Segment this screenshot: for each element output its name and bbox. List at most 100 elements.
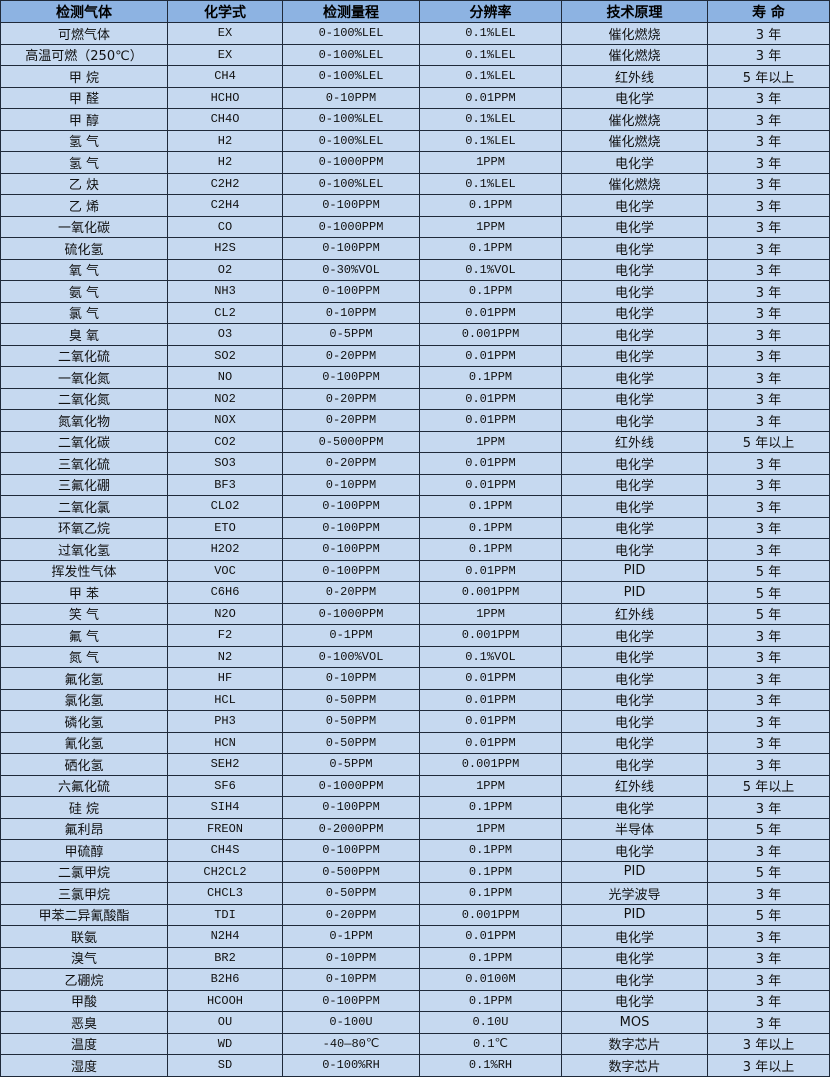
cell-lifespan: 3 年 [707, 667, 830, 690]
cell-range: 0-20PPM [282, 409, 420, 432]
cell-lifespan: 3 年 [707, 495, 830, 518]
cell-resolution: 0.1%LEL [419, 129, 562, 152]
cell-resolution: 1PPM [419, 215, 562, 238]
cell-resolution: 0.1%LEL [419, 108, 562, 131]
cell-range: 0-100%VOL [282, 645, 420, 668]
cell-resolution: 0.10U [419, 1011, 562, 1034]
cell-formula: SEH2 [167, 753, 283, 776]
cell-lifespan: 5 年 [707, 860, 830, 883]
cell-formula: SD [167, 1054, 283, 1077]
cell-lifespan: 3 年 [707, 344, 830, 367]
cell-resolution: 0.1%LEL [419, 65, 562, 88]
cell-formula: TDI [167, 903, 283, 926]
cell-formula: CH2CL2 [167, 860, 283, 883]
cell-lifespan: 3 年 [707, 43, 830, 66]
cell-resolution: 0.1%VOL [419, 258, 562, 281]
cell-range: 0-5000PPM [282, 430, 420, 453]
table-row: 甲苯二异氰酸酯 TDI 0-20PPM 0.001PPM PID 5 年 [0, 903, 830, 926]
table-row: 一氧化碳 CO 0-1000PPM 1PPM 电化学 3 年 [0, 215, 830, 238]
cell-range: 0-10PPM [282, 473, 420, 496]
cell-lifespan: 5 年 [707, 817, 830, 840]
cell-formula: O2 [167, 258, 283, 281]
cell-lifespan: 3 年 [707, 129, 830, 152]
cell-lifespan: 5 年以上 [707, 430, 830, 453]
cell-principle: 催化燃烧 [561, 172, 708, 195]
cell-gas: 挥发性气体 [0, 559, 168, 582]
cell-formula: C2H2 [167, 172, 283, 195]
cell-resolution: 0.01PPM [419, 387, 562, 410]
cell-resolution: 0.1PPM [419, 538, 562, 561]
cell-principle: 电化学 [561, 516, 708, 539]
cell-lifespan: 3 年 [707, 323, 830, 346]
cell-formula: SF6 [167, 774, 283, 797]
cell-range: 0-20PPM [282, 344, 420, 367]
cell-range: 0-100%LEL [282, 108, 420, 131]
cell-formula: NO2 [167, 387, 283, 410]
cell-principle: PID [561, 860, 708, 883]
cell-formula: CO [167, 215, 283, 238]
cell-range: -40—80℃ [282, 1032, 420, 1055]
cell-lifespan: 3 年以上 [707, 1032, 830, 1055]
cell-principle: 电化学 [561, 753, 708, 776]
cell-gas: 恶臭 [0, 1011, 168, 1034]
table-row: 氨 气 NH3 0-100PPM 0.1PPM 电化学 3 年 [0, 280, 830, 303]
cell-range: 0-100PPM [282, 989, 420, 1012]
cell-principle: 红外线 [561, 602, 708, 625]
cell-lifespan: 3 年 [707, 882, 830, 905]
cell-lifespan: 3 年 [707, 796, 830, 819]
cell-resolution: 0.1PPM [419, 280, 562, 303]
cell-range: 0-10PPM [282, 968, 420, 991]
cell-gas: 甲硫醇 [0, 839, 168, 862]
cell-lifespan: 5 年 [707, 602, 830, 625]
table-row: 乙 烯 C2H4 0-100PPM 0.1PPM 电化学 3 年 [0, 194, 830, 217]
cell-principle: 红外线 [561, 65, 708, 88]
cell-formula: HCL [167, 688, 283, 711]
table-row: 高温可燃（250℃） EX 0-100%LEL 0.1%LEL 催化燃烧 3 年 [0, 43, 830, 66]
table-row: 笑 气 N2O 0-1000PPM 1PPM 红外线 5 年 [0, 602, 830, 625]
cell-range: 0-100PPM [282, 516, 420, 539]
cell-lifespan: 3 年 [707, 688, 830, 711]
cell-formula: HCHO [167, 86, 283, 109]
cell-formula: EX [167, 22, 283, 45]
table-row: 温度 WD -40—80℃ 0.1℃ 数字芯片 3 年以上 [0, 1032, 830, 1055]
cell-formula: H2S [167, 237, 283, 260]
cell-lifespan: 3 年 [707, 925, 830, 948]
cell-lifespan: 3 年 [707, 452, 830, 475]
table-row: 三氟化硼 BF3 0-10PPM 0.01PPM 电化学 3 年 [0, 473, 830, 496]
cell-principle: 电化学 [561, 731, 708, 754]
cell-principle: 电化学 [561, 796, 708, 819]
cell-lifespan: 3 年 [707, 22, 830, 45]
cell-gas: 湿度 [0, 1054, 168, 1077]
cell-range: 0-10PPM [282, 667, 420, 690]
cell-principle: 电化学 [561, 258, 708, 281]
cell-lifespan: 3 年 [707, 753, 830, 776]
table-row: 氟利昂 FREON 0-2000PPM 1PPM 半导体 5 年 [0, 817, 830, 840]
cell-formula: FREON [167, 817, 283, 840]
cell-principle: 电化学 [561, 323, 708, 346]
cell-gas: 三氟化硼 [0, 473, 168, 496]
cell-range: 0-5PPM [282, 323, 420, 346]
cell-lifespan: 3 年 [707, 731, 830, 754]
cell-gas: 温度 [0, 1032, 168, 1055]
table-row: 氯 气 CL2 0-10PPM 0.01PPM 电化学 3 年 [0, 301, 830, 324]
cell-formula: BF3 [167, 473, 283, 496]
cell-gas: 甲酸 [0, 989, 168, 1012]
table-row: 甲 苯 C6H6 0-20PPM 0.001PPM PID 5 年 [0, 581, 830, 604]
cell-range: 0-1000PPM [282, 215, 420, 238]
cell-formula: ETO [167, 516, 283, 539]
cell-gas: 二氯甲烷 [0, 860, 168, 883]
table-row: 臭 氧 O3 0-5PPM 0.001PPM 电化学 3 年 [0, 323, 830, 346]
cell-principle: 红外线 [561, 430, 708, 453]
cell-lifespan: 3 年 [707, 194, 830, 217]
cell-formula: NO [167, 366, 283, 389]
cell-range: 0-100PPM [282, 538, 420, 561]
cell-resolution: 0.01PPM [419, 559, 562, 582]
cell-lifespan: 3 年 [707, 624, 830, 647]
table-row: 甲 烷 CH4 0-100%LEL 0.1%LEL 红外线 5 年以上 [0, 65, 830, 88]
cell-formula: SO3 [167, 452, 283, 475]
cell-range: 0-100%RH [282, 1054, 420, 1077]
cell-resolution: 0.01PPM [419, 731, 562, 754]
cell-formula: CO2 [167, 430, 283, 453]
cell-resolution: 0.1%LEL [419, 43, 562, 66]
cell-formula: CHCL3 [167, 882, 283, 905]
